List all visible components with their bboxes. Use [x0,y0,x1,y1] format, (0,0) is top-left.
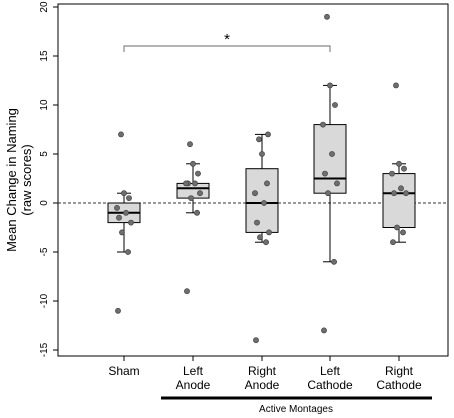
data-point [400,229,406,236]
data-point [121,190,127,197]
data-point [334,180,340,187]
data-point [331,258,337,265]
data-point [194,209,200,216]
y-tick-label: -10 [39,293,50,308]
data-point [119,229,125,236]
y-axis-title: Mean Change in Naming [4,108,19,252]
box-group [176,163,210,214]
category-label: Anode [245,378,280,392]
iqr-box [176,182,210,199]
data-point [253,337,259,344]
data-point [116,214,122,221]
data-point [263,239,269,246]
data-point [324,13,330,20]
box-group [382,163,416,243]
y-tick-label: -5 [39,247,50,256]
data-point [115,307,121,314]
data-point [256,136,262,143]
significance-bracket [123,45,331,52]
box-group [107,192,141,253]
data-point [325,190,331,197]
category-label: Cathode [376,378,422,392]
data-point [254,219,260,226]
data-point [187,141,193,148]
data-point [390,239,396,246]
data-point [114,204,120,211]
iqr-box [313,124,347,194]
data-point [192,180,198,187]
y-tick-label: 15 [39,50,50,62]
data-point [265,131,271,138]
active-montages-label: Active Montages [259,404,333,415]
y-tick-label: 5 [39,151,50,157]
data-point [389,170,395,177]
category-label: Left [183,364,204,378]
data-point [259,151,265,157]
data-point [396,160,402,167]
y-tick-label: 0 [39,200,50,206]
data-point [266,229,272,236]
data-point [401,165,407,172]
data-point [261,200,267,206]
data-point [264,180,270,187]
data-point [197,190,203,197]
y-tick-label: 20 [39,1,50,13]
plot-frame [57,3,449,357]
data-point [126,195,132,201]
category-label: Right [385,364,414,378]
data-point [195,170,201,177]
category-label: Anode [176,378,211,392]
iqr-box [245,168,279,233]
data-point [128,219,134,226]
data-point [184,288,190,295]
data-point [322,170,328,177]
data-point [320,121,326,128]
significance-star: * [224,31,230,48]
data-point [393,82,399,89]
y-tick-label: -15 [39,342,50,357]
data-point [321,327,327,334]
data-point [332,102,338,108]
data-point [183,180,189,187]
data-point [327,82,333,89]
category-label: Left [320,364,341,378]
iqr-box [382,173,416,229]
data-point [329,151,335,157]
data-point [257,234,263,241]
data-point [123,209,129,216]
category-label: Right [248,364,277,378]
category-label: Sham [108,364,139,378]
data-point [190,160,196,167]
data-point [188,195,194,201]
category-label: Cathode [307,378,353,392]
box-group [245,133,279,243]
y-tick-label: 10 [39,99,50,111]
data-point [403,190,409,197]
y-axis-subtitle: (raw scores) [19,144,34,216]
data-point [391,190,397,197]
data-point [398,185,404,192]
data-point [252,190,258,197]
data-point [125,249,131,255]
box-group [313,84,347,263]
data-point [118,131,124,138]
data-point [394,224,400,231]
